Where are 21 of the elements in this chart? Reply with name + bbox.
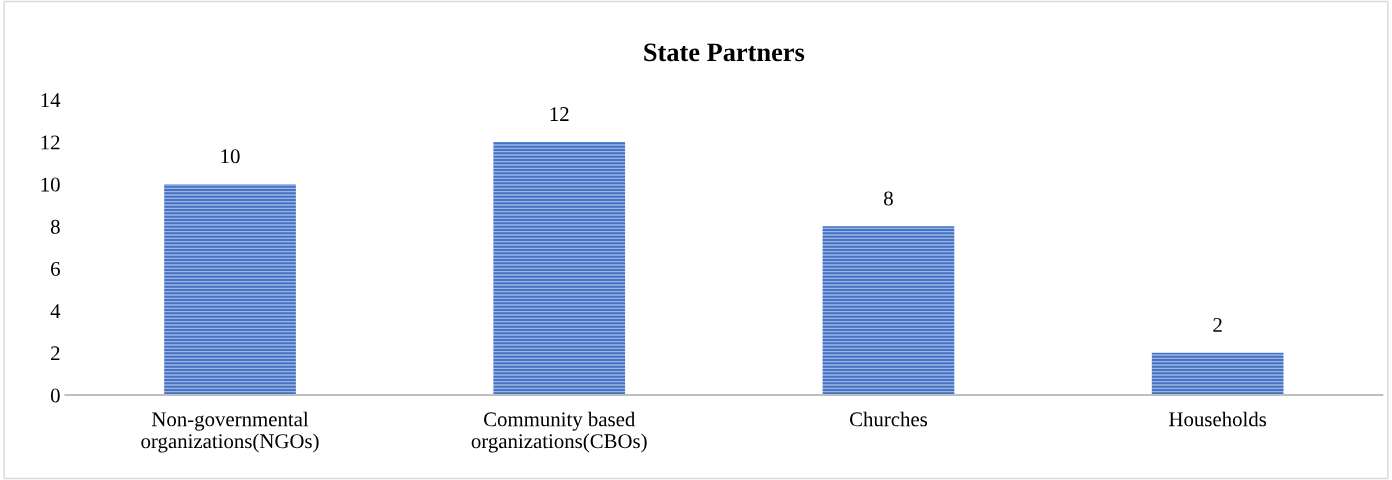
data-label: 2 bbox=[1213, 317, 1222, 332]
y-tick-label: 0 bbox=[50, 388, 60, 403]
y-tick-label: 8 bbox=[50, 219, 60, 234]
bar bbox=[164, 184, 296, 396]
bar bbox=[822, 226, 955, 396]
data-label: 10 bbox=[221, 149, 240, 164]
y-tick-label: 4 bbox=[50, 304, 61, 318]
y-tick-label: 10 bbox=[41, 177, 60, 192]
x-tick-label: Community based organizations(CBOs) bbox=[471, 411, 647, 453]
x-tick-label: Churches bbox=[849, 411, 928, 427]
x-tick-label: Households bbox=[1169, 411, 1267, 427]
x-tick-label: Non-governmental organizations(NGOs) bbox=[141, 411, 319, 453]
data-label: 8 bbox=[884, 191, 893, 206]
chart-title: State Partners bbox=[644, 43, 805, 62]
y-tick-label: 12 bbox=[41, 135, 60, 150]
y-tick-label: 6 bbox=[51, 261, 60, 276]
bar bbox=[1151, 352, 1284, 396]
bar bbox=[493, 142, 626, 396]
y-tick-label: 14 bbox=[41, 93, 61, 108]
y-tick-label: 2 bbox=[51, 346, 60, 361]
data-label: 12 bbox=[550, 107, 569, 121]
